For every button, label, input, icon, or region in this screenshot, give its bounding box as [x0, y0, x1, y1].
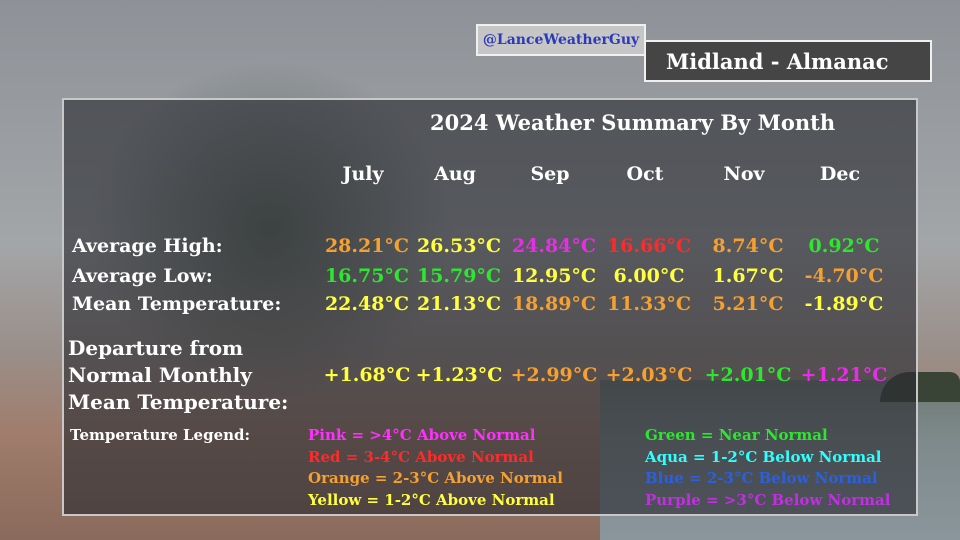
legend-label: Temperature Legend:: [70, 426, 251, 445]
cell: 22.48°C: [324, 292, 410, 315]
row-label: Mean Temperature:: [68, 390, 289, 414]
cell: 21.13°C: [416, 292, 502, 315]
title-box: Midland - Almanac: [644, 40, 932, 82]
cell: +1.21°C: [800, 363, 888, 386]
legend-item: Green = Near Normal: [645, 426, 828, 445]
cell: 12.95°C: [511, 264, 597, 287]
cell: 18.89°C: [511, 292, 597, 315]
cell: +1.68°C: [323, 363, 411, 386]
cell: +2.03°C: [605, 363, 693, 386]
row-label: Departure from: [68, 336, 244, 360]
cell: 0.92°C: [808, 234, 880, 257]
cell: 26.53°C: [416, 234, 502, 257]
legend-item: Purple = >3°C Below Normal: [645, 490, 891, 509]
cell: +1.23°C: [415, 363, 503, 386]
cell: 5.21°C: [712, 292, 784, 315]
legend-item: Red = 3-4°C Above Normal: [308, 447, 534, 466]
handle-box: @LanceWeatherGuy: [476, 24, 646, 56]
month-header: July: [342, 162, 384, 185]
table-title: 2024 Weather Summary By Month: [430, 110, 835, 135]
legend-item: Blue = 2-3°C Below Normal: [645, 469, 878, 488]
cell: 16.66°C: [606, 234, 692, 257]
legend-item: Yellow = 1-2°C Above Normal: [308, 490, 555, 509]
month-header: Sep: [530, 162, 570, 185]
cell: -4.70°C: [804, 264, 884, 287]
month-header: Oct: [626, 162, 664, 185]
month-header: Nov: [723, 162, 765, 185]
cell: 28.21°C: [324, 234, 410, 257]
cell: +2.99°C: [510, 363, 598, 386]
month-header: Aug: [434, 162, 476, 185]
month-header: Dec: [819, 162, 861, 185]
cell: 8.74°C: [712, 234, 784, 257]
row-label: Normal Monthly: [68, 363, 252, 387]
cell: 1.67°C: [712, 264, 784, 287]
row-label: Average Low:: [72, 264, 213, 287]
row-label: Average High:: [72, 234, 223, 257]
legend-item: Aqua = 1-2°C Below Normal: [645, 447, 882, 466]
summary-panel: [62, 98, 918, 516]
cell: 11.33°C: [606, 292, 692, 315]
legend-item: Pink = >4°C Above Normal: [308, 426, 536, 445]
row-label: Mean Temperature:: [72, 292, 282, 315]
handle: @LanceWeatherGuy: [482, 32, 640, 48]
title: Midland - Almanac: [666, 49, 889, 74]
cell: 24.84°C: [511, 234, 597, 257]
cell: 16.75°C: [324, 264, 410, 287]
cell: 6.00°C: [613, 264, 685, 287]
cell: +2.01°C: [704, 363, 792, 386]
legend-item: Orange = 2-3°C Above Normal: [308, 469, 563, 488]
cell: -1.89°C: [804, 292, 884, 315]
cell: 15.79°C: [416, 264, 502, 287]
